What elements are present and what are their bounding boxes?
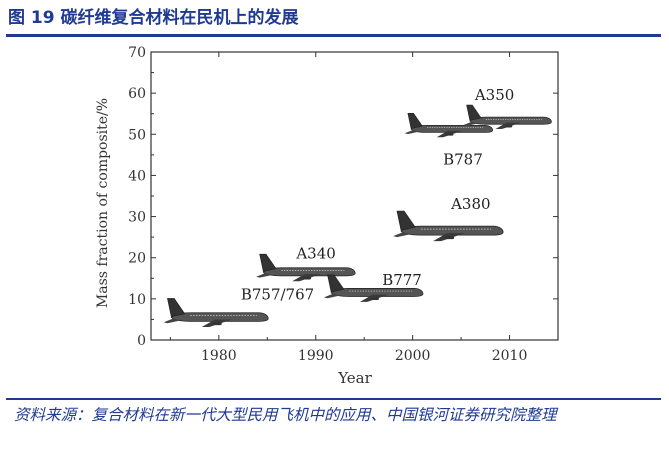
aircraft-a340 — [256, 253, 356, 282]
aircraft-a380 — [393, 210, 504, 242]
data-label-a350: A350 — [474, 86, 514, 104]
x-axis-label: Year — [337, 369, 372, 387]
source-note: 资料来源：复合材料在新一代大型民用飞机中的应用、中国银河证券研究院整理 — [14, 406, 557, 424]
data-labels: B757/767 A340 B777 A380 B787 A350 — [241, 86, 514, 303]
figure-title: 图 19 碳纤维复合材料在民机上的发展 — [8, 8, 299, 28]
y-axis-label: Mass fraction of composite/% — [95, 98, 111, 308]
composite-chart: 0 10 20 30 40 50 60 70 1980 1990 2000 2010 B757/767… — [95, 45, 559, 387]
y-tick-label: 60 — [128, 86, 146, 102]
x-tick-label: 2010 — [492, 348, 528, 364]
y-tick-label: 0 — [137, 333, 146, 349]
aircraft-b777 — [323, 274, 424, 302]
data-label-a380: A380 — [450, 195, 490, 213]
chart-area: 0 10 20 30 40 50 60 70 1980 1990 2000 2010 B757/767… — [6, 40, 661, 395]
x-tick-label: 2000 — [395, 348, 431, 364]
aircraft-b787 — [404, 112, 494, 138]
y-tick-label: 10 — [128, 292, 146, 308]
x-tick-label: 1980 — [201, 348, 237, 364]
data-label-a340: A340 — [295, 244, 335, 262]
y-tick-label: 70 — [128, 45, 146, 61]
y-tick-label: 30 — [128, 210, 146, 226]
aircraft-a350 — [463, 104, 552, 130]
data-label-b787: B787 — [443, 150, 483, 168]
footer-divider — [6, 398, 661, 400]
title-divider — [6, 34, 661, 37]
data-label-b777: B777 — [382, 271, 422, 289]
aircraft-b757-767 — [163, 298, 269, 328]
aircraft-marks — [163, 104, 552, 328]
axes: 0 10 20 30 40 50 60 70 1980 1990 2000 2010 — [128, 45, 559, 364]
data-label-b757-767: B757/767 — [241, 286, 314, 304]
y-tick-label: 50 — [128, 127, 146, 143]
x-tick-label: 1990 — [298, 348, 334, 364]
y-tick-label: 40 — [128, 168, 146, 184]
y-tick-label: 20 — [128, 251, 146, 267]
